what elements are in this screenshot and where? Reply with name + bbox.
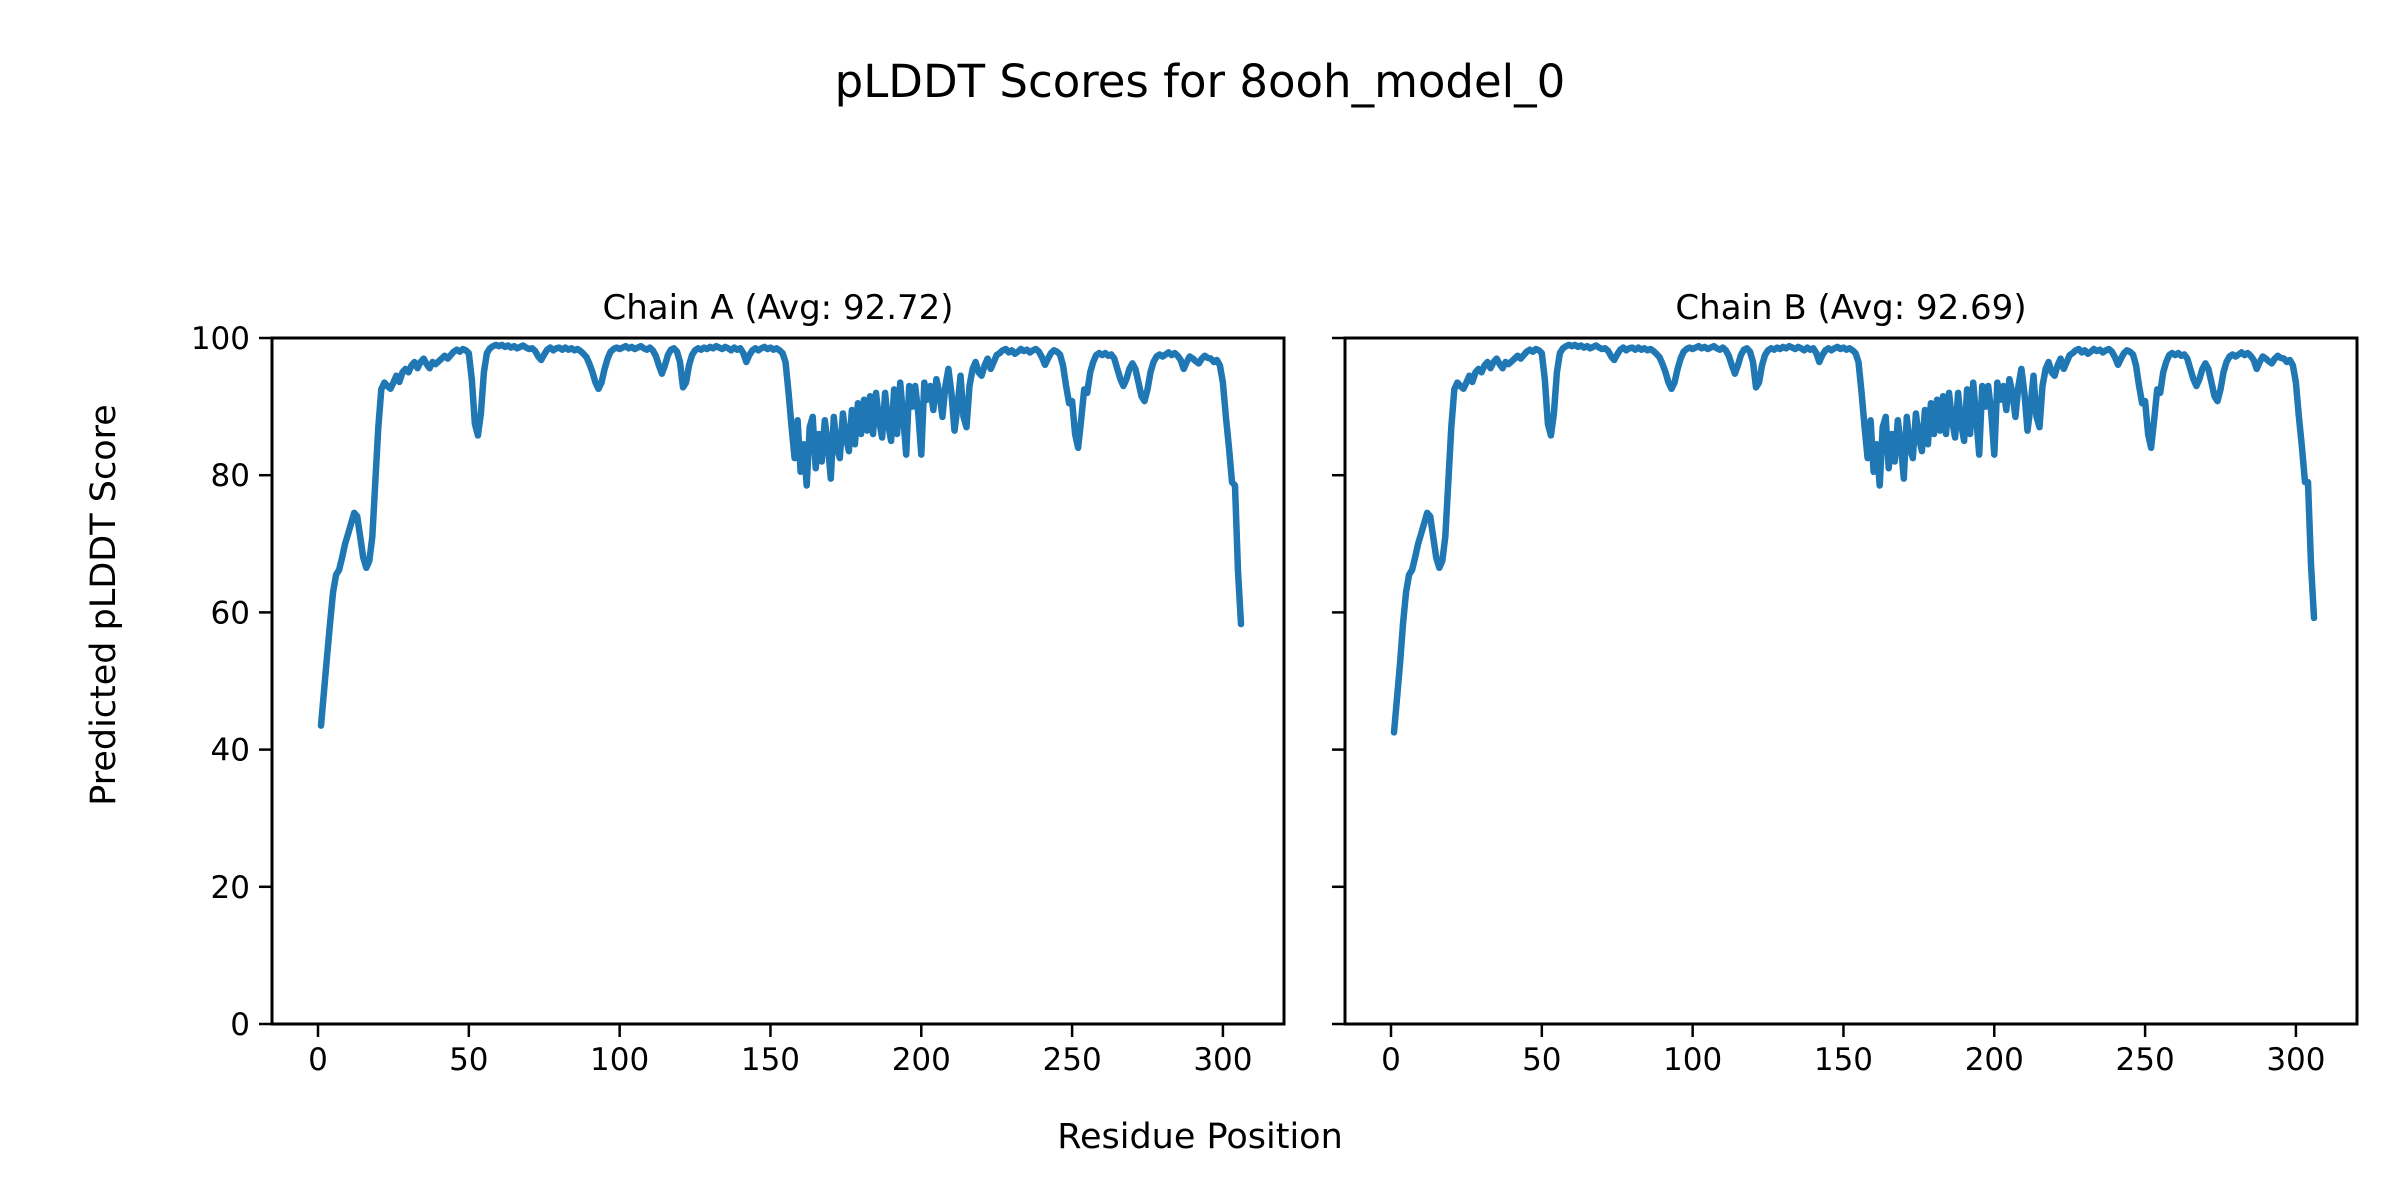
subplot-a-title: Chain A (Avg: 92.72) (602, 288, 954, 328)
y-tick-label: 100 (191, 321, 250, 357)
subplot-b-title: Chain B (Avg: 92.69) (1675, 288, 2027, 328)
y-tick-label: 40 (211, 733, 250, 769)
x-tick-label: 300 (2266, 1042, 2325, 1078)
axes-spines (1343, 336, 2359, 1026)
y-tick-label: 80 (211, 458, 250, 494)
x-tick-label: 150 (741, 1042, 800, 1078)
y-tick-label: 20 (211, 870, 250, 906)
x-tick-label: 50 (449, 1042, 488, 1078)
axes-spines (270, 336, 1286, 1026)
y-tick-label: 0 (230, 1007, 250, 1043)
subplot-b-axes: 0 50 100 150 200 250 300 (1332, 336, 2359, 1078)
x-tick-label: 250 (1043, 1042, 1102, 1078)
figure-title: pLDDT Scores for 8ooh_model_0 (834, 55, 1566, 108)
y-axis-label: Predicted pLDDT Score (84, 404, 124, 806)
x-tick-label: 250 (2116, 1042, 2175, 1078)
x-tick-label: 200 (892, 1042, 951, 1078)
x-tick-label: 100 (590, 1042, 649, 1078)
x-tick-label: 100 (1663, 1042, 1722, 1078)
x-tick-label: 0 (308, 1042, 328, 1078)
y-tick-label: 60 (211, 595, 250, 631)
chain-a-plddt-line (317, 341, 1245, 729)
x-axis-label: Residue Position (1057, 1117, 1343, 1157)
x-tick-label: 0 (1381, 1042, 1401, 1078)
subplot-a-axes: 0 50 100 150 200 250 300 0 20 40 60 80 100 (191, 321, 1286, 1078)
x-tick-label: 150 (1814, 1042, 1873, 1078)
chain-b-plddt-line (1390, 341, 2318, 736)
x-tick-label: 50 (1522, 1042, 1561, 1078)
x-tick-label: 300 (1193, 1042, 1252, 1078)
x-tick-label: 200 (1965, 1042, 2024, 1078)
